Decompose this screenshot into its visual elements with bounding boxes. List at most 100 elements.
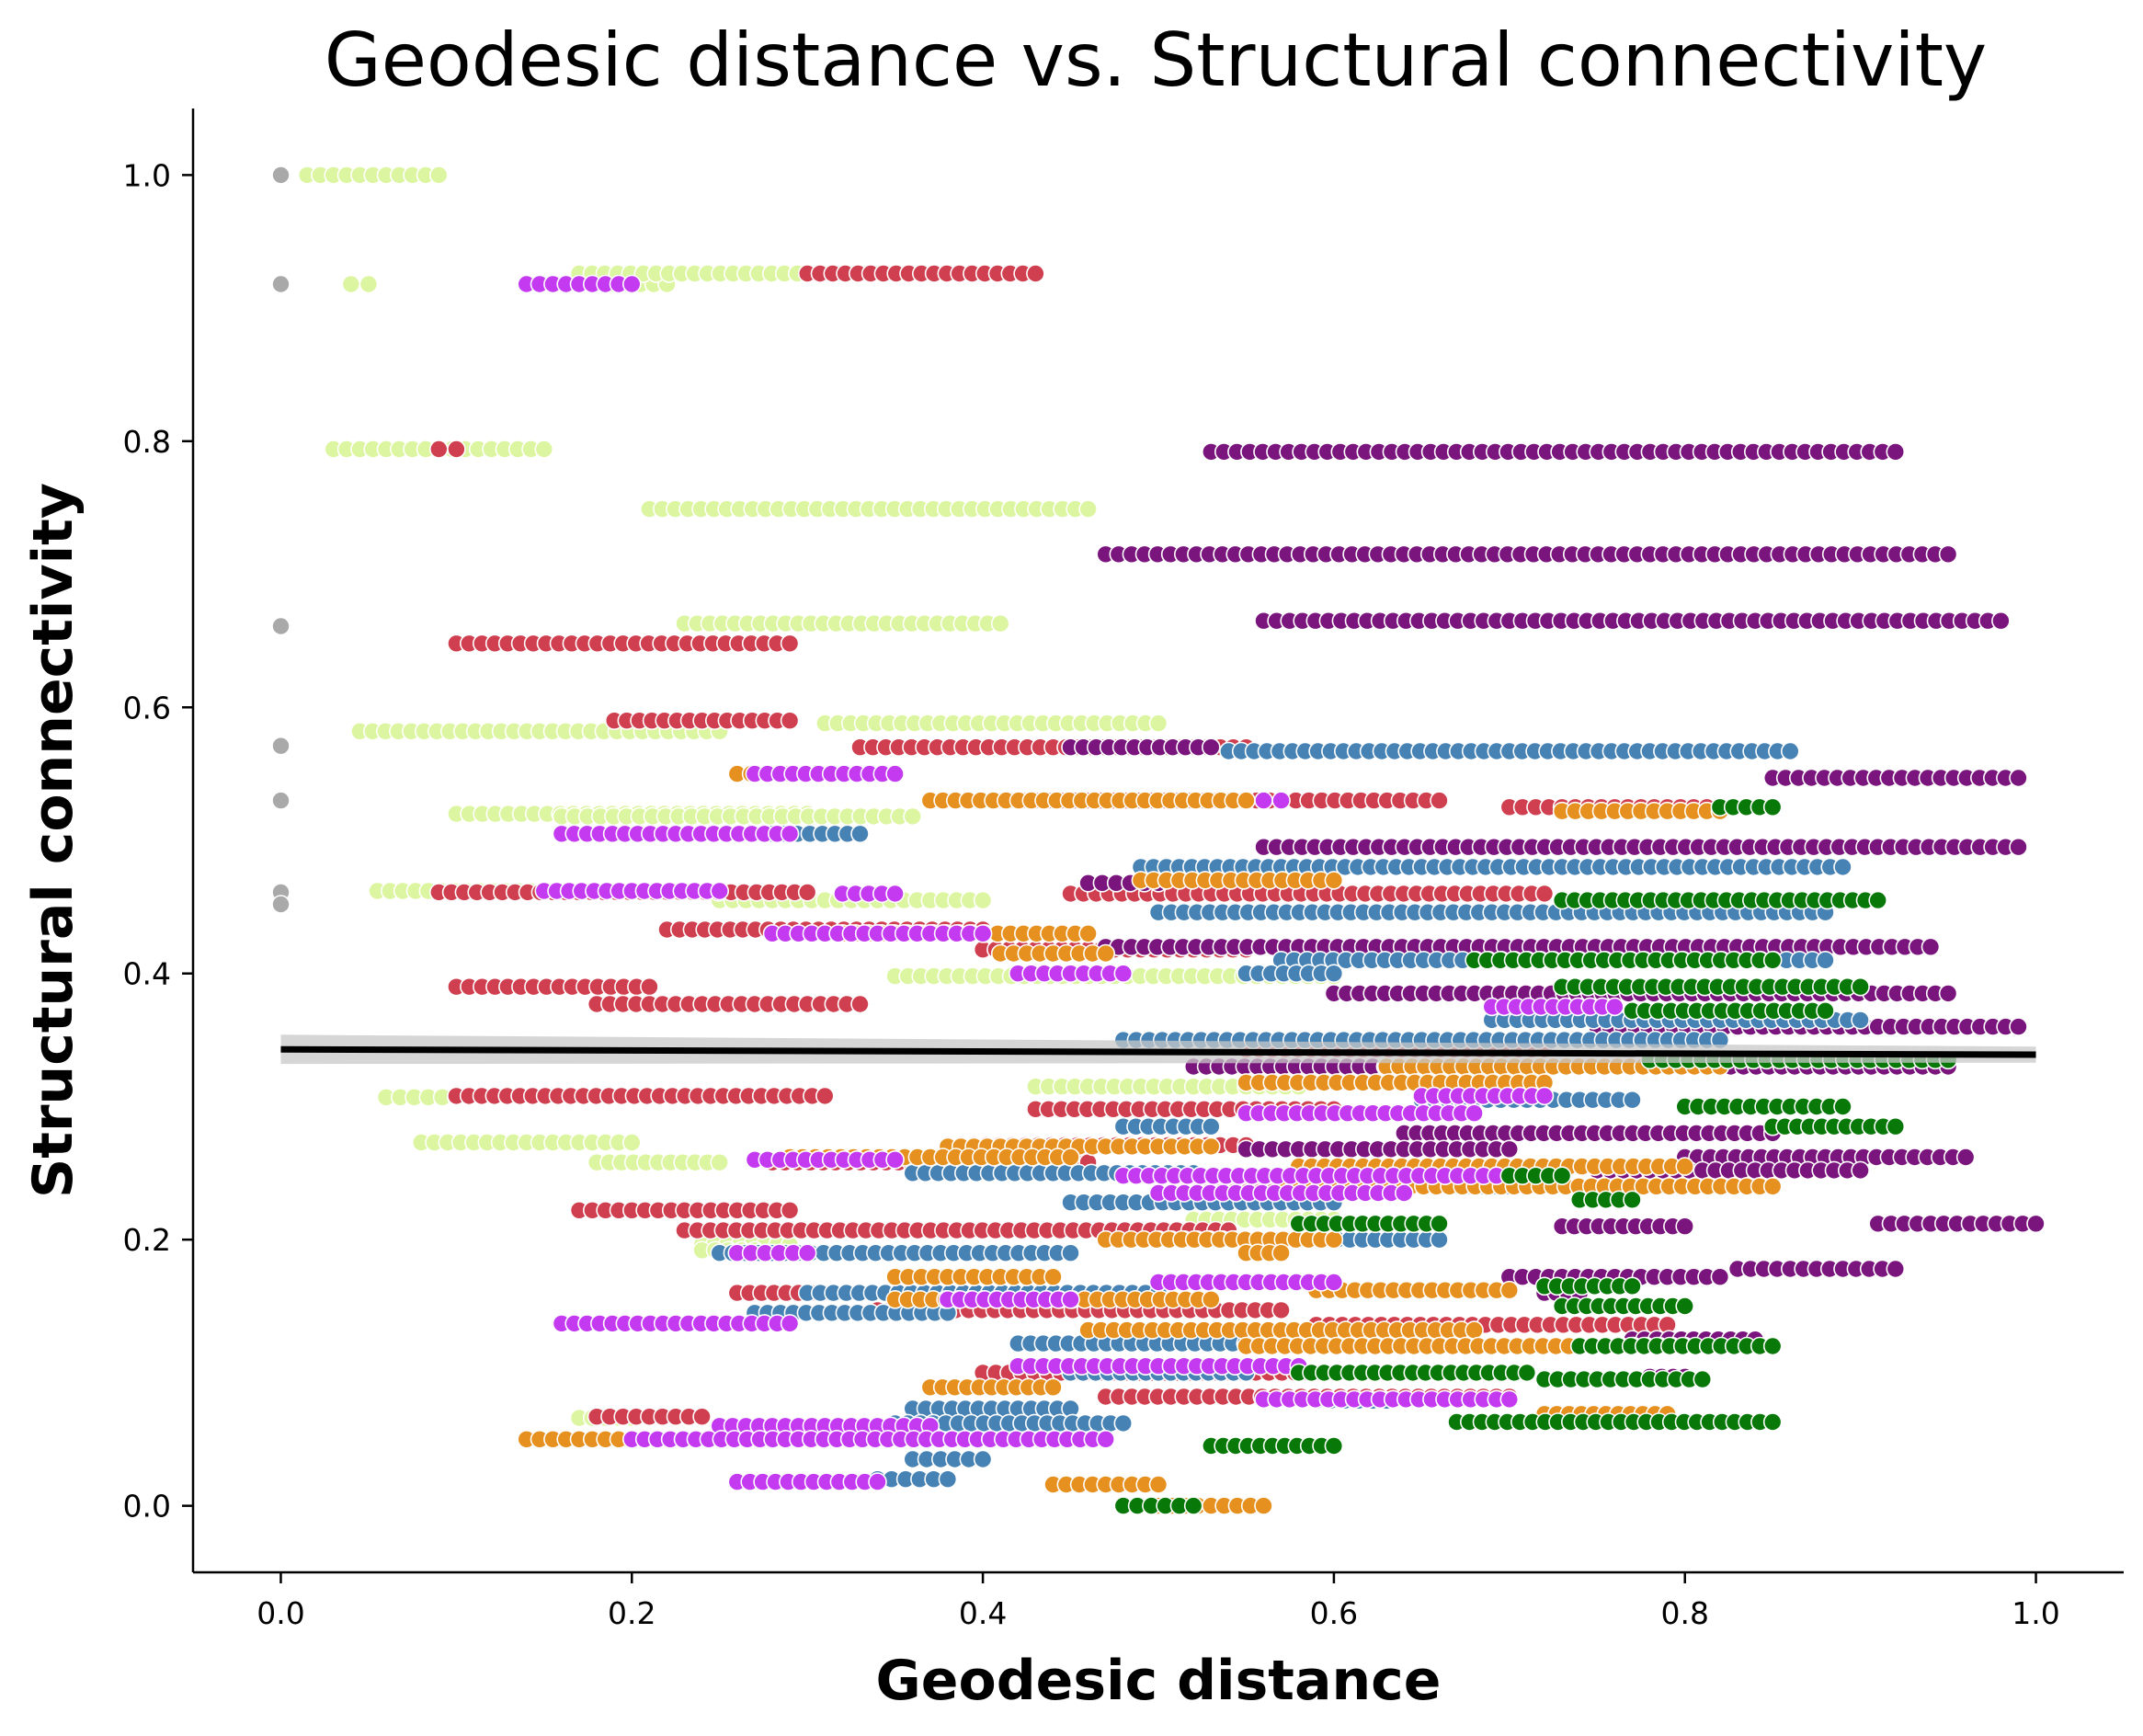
data-point — [1921, 937, 1941, 957]
data-point — [815, 1086, 835, 1106]
data-point — [1710, 1267, 1730, 1286]
data-point — [780, 634, 800, 654]
data-point — [1851, 1160, 1870, 1181]
y-tick-label: 0.4 — [123, 956, 171, 992]
data-point — [973, 923, 993, 943]
data-point — [2009, 837, 2028, 857]
data-point — [271, 274, 291, 294]
data-point — [1113, 1413, 1134, 1433]
data-point — [885, 1150, 905, 1170]
data-point — [1237, 791, 1256, 810]
data-point — [1465, 1320, 1484, 1340]
data-point — [780, 1314, 800, 1333]
data-point — [850, 994, 870, 1014]
data-point — [710, 881, 730, 901]
data-point — [1499, 1139, 1520, 1159]
data-point — [1762, 1412, 1783, 1432]
data-point — [1148, 714, 1168, 733]
data-point — [1324, 1436, 1344, 1456]
y-axis-ticks: 0.0 0.2 0.4 0.6 0.8 1.0 — [123, 157, 193, 1525]
data-point — [1623, 1090, 1642, 1110]
data-point — [1781, 741, 1800, 761]
data-point — [1202, 1290, 1221, 1309]
data-point — [1816, 1001, 1835, 1021]
data-point — [1851, 1011, 1870, 1030]
data-point — [780, 824, 800, 844]
data-point — [1833, 1097, 1852, 1116]
data-point — [341, 274, 361, 294]
data-point — [1991, 611, 2011, 631]
y-tick-label: 0.2 — [123, 1222, 171, 1258]
data-point — [1534, 1086, 1555, 1106]
data-point — [1623, 1276, 1642, 1296]
data-point — [1955, 1148, 1976, 1167]
data-point — [1693, 1369, 1713, 1389]
data-point — [692, 1407, 712, 1426]
data-point — [1271, 1243, 1291, 1262]
data-point — [640, 976, 659, 997]
x-tick-label: 0.4 — [959, 1595, 1007, 1631]
chart-title: Geodesic distance vs. Structural connect… — [325, 17, 1988, 103]
x-tick-label: 0.2 — [608, 1595, 655, 1631]
data-point — [1061, 1290, 1080, 1309]
x-axis-label: Geodesic distance — [876, 1649, 1442, 1713]
data-point — [1499, 1389, 1520, 1410]
data-point — [1096, 1430, 1115, 1449]
data-point — [1675, 1296, 1694, 1316]
data-point — [1324, 1229, 1344, 1250]
data-point — [1096, 943, 1115, 964]
data-point — [885, 884, 905, 904]
x-tick-label: 0.6 — [1310, 1595, 1358, 1631]
data-point — [621, 274, 642, 294]
data-point — [780, 711, 800, 731]
data-point — [1430, 791, 1449, 810]
data-point — [1043, 1377, 1063, 1398]
data-point — [1254, 791, 1273, 810]
data-point — [1816, 951, 1835, 970]
data-point — [1886, 1259, 1906, 1279]
data-point — [1938, 984, 1958, 1003]
data-point — [1534, 884, 1555, 904]
data-point — [885, 764, 905, 783]
data-point — [1499, 1280, 1520, 1300]
data-point — [797, 1243, 817, 1262]
data-point — [534, 440, 554, 459]
data-point — [1202, 1116, 1221, 1136]
data-point — [797, 883, 817, 902]
data-point — [1202, 737, 1221, 758]
data-point — [1202, 1136, 1221, 1157]
data-point — [1078, 923, 1098, 943]
data-point — [1605, 997, 1624, 1017]
data-point — [990, 613, 1010, 634]
data-point — [271, 895, 291, 914]
data-point — [1078, 499, 1098, 519]
y-tick-label: 0.8 — [123, 424, 171, 460]
x-tick-label: 0.8 — [1660, 1595, 1708, 1631]
y-axis-label: Structural connectivity — [21, 483, 85, 1198]
data-point — [710, 1152, 730, 1172]
data-point — [850, 824, 870, 844]
data-point — [1762, 797, 1783, 817]
data-point — [1833, 857, 1852, 877]
data-point — [1762, 951, 1783, 970]
data-point — [1113, 964, 1134, 983]
data-point — [1675, 1216, 1694, 1236]
data-point — [1762, 1177, 1783, 1196]
data-point — [1271, 791, 1291, 810]
data-point — [1886, 1116, 1906, 1136]
data-point — [1183, 1496, 1203, 1515]
data-point — [973, 1449, 993, 1469]
y-tick-label: 1.0 — [123, 157, 171, 193]
data-point — [1324, 1273, 1344, 1292]
data-point — [359, 274, 379, 294]
data-point — [1430, 1214, 1449, 1234]
data-points-layer — [271, 166, 2046, 1515]
data-point — [1465, 1103, 1484, 1123]
data-point — [1552, 1166, 1572, 1185]
data-point — [1517, 1363, 1537, 1383]
data-point — [780, 1201, 800, 1220]
data-point — [271, 791, 291, 810]
data-point — [2009, 768, 2028, 788]
